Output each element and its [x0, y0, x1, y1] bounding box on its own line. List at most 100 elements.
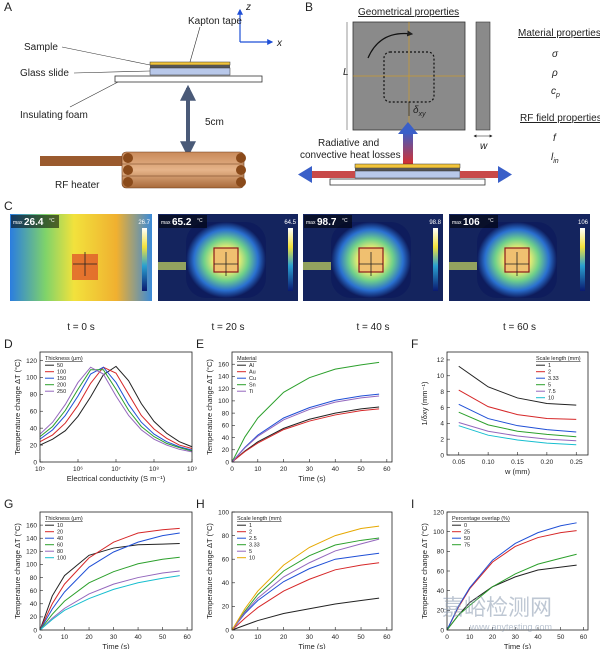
leader-line [73, 70, 151, 74]
scale-bar [288, 228, 293, 291]
legend-label: 1 [249, 523, 252, 529]
x-tick-label: 0 [445, 634, 449, 641]
x-axis-label: Time (s) [298, 642, 326, 649]
series-line [39, 575, 180, 631]
max-value: 98.7 [317, 217, 337, 228]
x-axis-label: Time (s) [102, 642, 130, 649]
y-tick-label: 80 [222, 410, 230, 417]
label-kapton: Kapton tape [188, 16, 242, 27]
series-line [231, 395, 380, 463]
max-label: max [13, 220, 23, 226]
y-tick-label: 10 [437, 373, 445, 380]
panel-b: B Geometrical properties L δxy w Materia… [298, 0, 600, 186]
kapton-layer [149, 61, 231, 66]
y-tick-label: 140 [218, 374, 229, 381]
y-tick-label: 100 [26, 375, 37, 382]
y-tick-label: 40 [222, 435, 230, 442]
legend-label: 200 [57, 383, 66, 389]
panel-label: D [4, 337, 13, 351]
y-tick-label: 160 [218, 362, 229, 369]
x-tick-label: 30 [306, 634, 314, 641]
legend-title: Percentage overlap (%) [452, 516, 510, 522]
legend-label: 250 [57, 389, 66, 395]
scale-max: 98.8 [429, 220, 441, 226]
x-axis-label: Time (s) [504, 642, 532, 649]
y-tick-label: 20 [222, 604, 230, 611]
label-heat-losses: Radiative and [318, 138, 379, 149]
legend-title: Scale length (mm) [237, 516, 282, 522]
legend-label: 5 [548, 383, 551, 389]
legend-title: Scale length (mm) [536, 356, 581, 362]
max-unit: °C [49, 218, 55, 224]
plot-frame [231, 351, 393, 463]
series-line [39, 542, 180, 631]
max-box [11, 215, 59, 228]
heat-arrow [460, 171, 500, 178]
plot-frame [39, 511, 193, 631]
heat-arrowhead [298, 166, 312, 183]
scale-max: 64.5 [284, 220, 296, 226]
y-tick-label: 80 [222, 533, 230, 540]
current-arrow [367, 30, 414, 59]
label-distance: 5cm [205, 117, 224, 128]
y-tick-label: 140 [26, 536, 37, 543]
series-line [231, 597, 380, 631]
thermal-image: max 26.4 °C 26.7 t = 0 s [10, 214, 152, 333]
x-axis-label: w (mm) [504, 467, 530, 476]
series-line [39, 366, 193, 453]
legend-label: 2 [249, 530, 252, 536]
legend-title: Material [237, 356, 257, 362]
panel-label: I [411, 497, 414, 511]
legend-label: 5 [249, 549, 252, 555]
x-tick-label: 0.20 [541, 459, 554, 466]
series-line [458, 411, 577, 438]
y-tick-label: 0 [33, 627, 37, 634]
series-line [458, 389, 577, 420]
y-axis-label: Temperature change ΔT (°C) [205, 523, 214, 619]
legend-label: 100 [57, 370, 66, 376]
y-tick-label: 20 [30, 614, 38, 621]
y-tick-label: 40 [30, 601, 38, 608]
y-tick-label: 40 [222, 580, 230, 587]
y-tick-label: 60 [30, 409, 38, 416]
stripe [158, 262, 198, 270]
heading: Geometrical properties [358, 7, 459, 18]
y-tick-label: 12 [437, 357, 445, 364]
legend-label: 60 [57, 543, 63, 549]
y-tick-label: 120 [26, 549, 37, 556]
x-tick-label: 60 [383, 466, 391, 473]
panel-label: G [4, 497, 13, 511]
x-tick-label: 0 [38, 634, 42, 641]
x-tick-label: 0.10 [482, 459, 495, 466]
y-tick-label: 0 [225, 459, 229, 466]
x-tick-label: 10 [61, 634, 69, 641]
coil-end [236, 165, 246, 175]
time-label: t = 60 s [503, 322, 536, 333]
symbol-sigma: σ [552, 49, 559, 60]
series-line [446, 522, 577, 631]
series-line [39, 570, 180, 631]
series-line [231, 393, 380, 463]
scale-bar [433, 228, 438, 291]
delta-sub: xy [418, 111, 427, 118]
x-tick-label: 0.25 [570, 459, 583, 466]
symbol-cp: cp [551, 86, 560, 99]
heater-lead [40, 156, 130, 166]
stripe [449, 262, 489, 270]
cp-sub: p [555, 92, 560, 99]
series-line [39, 366, 193, 451]
max-value: 106 [463, 217, 480, 228]
max-unit: °C [342, 218, 348, 224]
y-tick-label: 40 [30, 425, 38, 432]
axis-x-label: x [276, 38, 283, 49]
panel-label: C [4, 199, 13, 213]
x-tick-label: 20 [280, 634, 288, 641]
coil-end [236, 177, 246, 187]
cp-symbol: c [551, 86, 556, 97]
x-tick-label: 60 [183, 634, 191, 641]
legend-label: Ti [249, 389, 253, 395]
heat-arrow [403, 132, 413, 164]
x-tick-label: 10 [466, 634, 474, 641]
series-line [231, 361, 380, 463]
x-tick-label: 0.05 [452, 459, 465, 466]
